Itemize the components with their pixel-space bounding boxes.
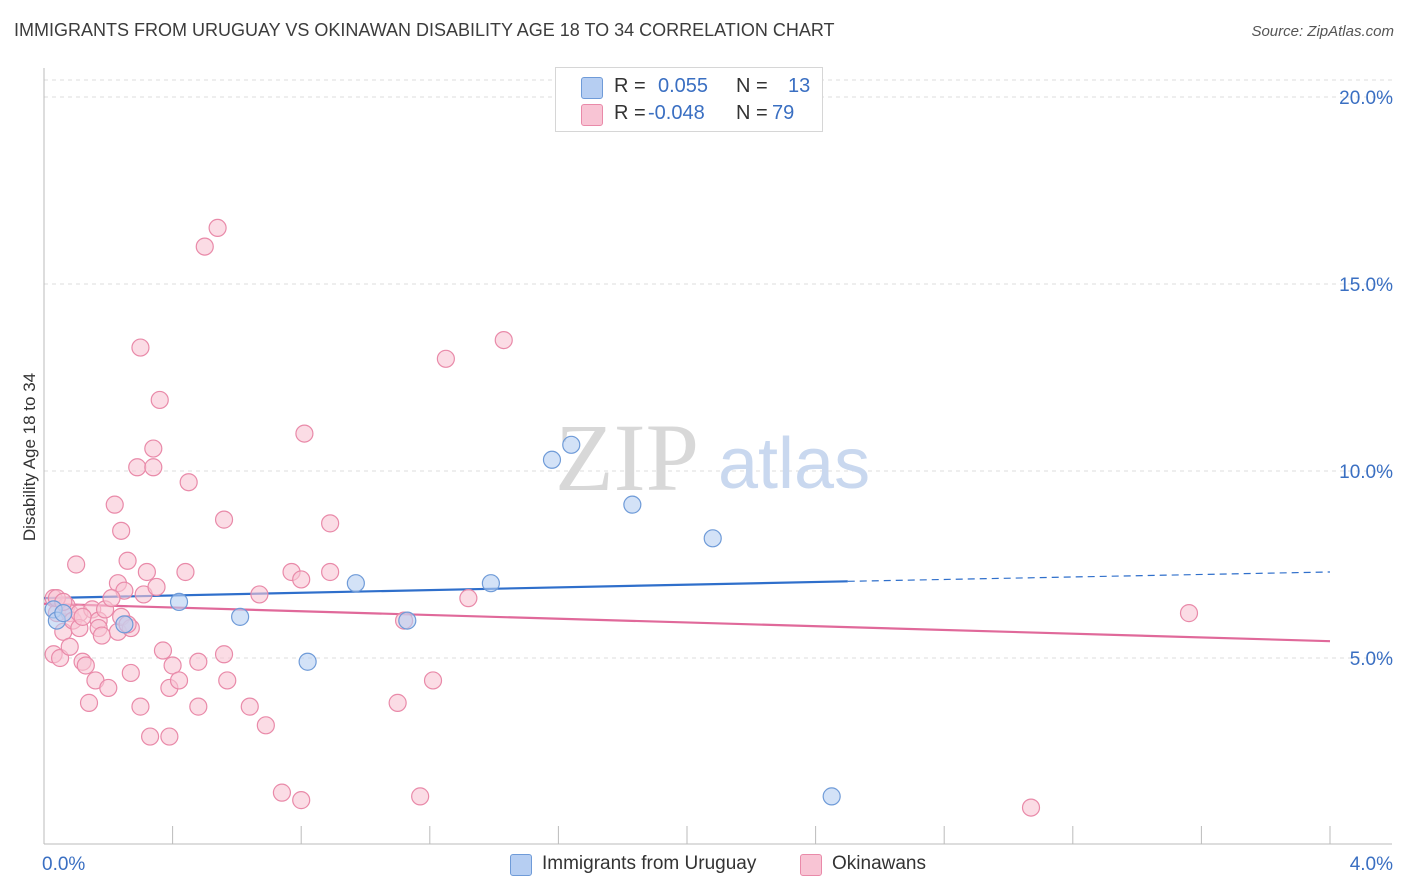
trend-lines	[43, 571, 1331, 643]
x-tick-label: 0.0%	[42, 854, 85, 875]
bottom-legend-label-uruguay: Immigrants from Uruguay	[542, 853, 757, 874]
okinawan-point	[295, 424, 314, 443]
okinawan-point	[388, 693, 407, 712]
bottom-legend-label-okinawans: Okinawans	[832, 853, 926, 874]
okinawan-trend-line	[43, 602, 1331, 643]
okinawan-point	[60, 637, 79, 656]
chart-title: IMMIGRANTS FROM URUGUAY VS OKINAWAN DISA…	[14, 20, 835, 40]
y-axis-label: Disability Age 18 to 34	[20, 373, 39, 541]
okinawan-point	[67, 555, 86, 574]
okinawan-point	[411, 787, 430, 806]
okinawan-point	[321, 562, 340, 582]
okinawan-point	[292, 570, 311, 589]
axes	[43, 68, 1392, 845]
okinawan-point	[176, 562, 195, 582]
okinawan-point	[1021, 798, 1041, 817]
okinawan-point	[150, 390, 169, 410]
legend-r-label: R =	[614, 75, 646, 97]
okinawan-point	[131, 697, 150, 716]
okinawan-point	[240, 697, 259, 716]
okinawan-point	[163, 656, 182, 675]
legend-swatch-okinawans	[581, 104, 603, 126]
okinawan-point	[214, 645, 234, 664]
okinawan-point	[436, 349, 455, 368]
watermark-atlas: atlas	[718, 424, 870, 504]
okinawan-point	[214, 510, 234, 529]
legend-n-label: N =	[736, 102, 768, 124]
okinawan-point	[73, 607, 92, 626]
y-tick-label: 5.0%	[1350, 649, 1393, 670]
correlation-legend: R = 0.055 N = 13 R = -0.048 N = 79	[555, 67, 823, 132]
okinawan-point	[137, 562, 156, 582]
uruguay-point	[231, 607, 250, 626]
okinawan-point	[494, 331, 513, 350]
legend-n-label: N =	[736, 75, 768, 97]
okinawan-point	[1179, 604, 1199, 623]
okinawan-point	[459, 589, 478, 608]
bottom-legend-swatch-okinawans	[800, 854, 822, 876]
uruguay-point	[542, 450, 562, 469]
okinawan-point	[144, 458, 163, 477]
legend-swatch-uruguay	[581, 77, 603, 99]
okinawan-point	[256, 716, 275, 735]
okinawan-point	[189, 652, 208, 671]
okinawan-point	[423, 671, 443, 690]
uruguay-point	[822, 787, 841, 806]
okinawan-point	[208, 218, 227, 237]
okinawan-point	[147, 577, 166, 597]
okinawan-point	[76, 656, 95, 675]
okinawan-point	[112, 521, 131, 540]
legend-n-value: 13	[788, 75, 811, 97]
okinawan-point	[153, 641, 173, 660]
uruguay-point	[346, 574, 365, 593]
uruguay-trend-extension	[847, 571, 1331, 582]
okinawan-point	[131, 338, 150, 357]
watermark-zip: ZIP	[555, 404, 699, 511]
okinawan-point	[92, 626, 111, 645]
okinawan-point	[272, 783, 292, 802]
okinawan-point	[195, 237, 214, 256]
okinawan-point	[160, 727, 179, 746]
y-tick-label: 10.0%	[1339, 462, 1393, 483]
okinawan-point	[250, 585, 269, 604]
tick-labels: 5.0% 10.0% 15.0% 20.0% 0.0% 4.0%	[42, 88, 1393, 875]
uruguay-point	[169, 592, 189, 612]
okinawan-point	[118, 551, 137, 570]
uruguay-point	[54, 604, 73, 623]
uruguay-point	[623, 495, 642, 514]
source-credit: Source: ZipAtlas.com	[1251, 23, 1394, 40]
uruguay-point	[703, 529, 722, 548]
okinawan-point	[102, 589, 121, 608]
y-tick-label: 20.0%	[1339, 88, 1393, 109]
legend-r-value: -0.048	[648, 102, 705, 124]
uruguay-point	[115, 615, 134, 634]
okinawan-point	[179, 473, 198, 492]
y-tick-label: 15.0%	[1339, 275, 1393, 296]
okinawan-point	[189, 697, 208, 716]
uruguay-point	[562, 435, 581, 454]
okinawan-point	[99, 678, 118, 698]
bottom-legend-swatch-uruguay	[510, 854, 532, 876]
data-points	[44, 218, 1199, 817]
okinawan-point	[140, 727, 160, 746]
okinawan-point	[121, 663, 140, 683]
uruguay-point	[298, 652, 317, 671]
okinawan-point	[292, 791, 311, 810]
okinawan-point	[144, 439, 163, 458]
okinawan-point	[79, 693, 99, 712]
legend-r-value: 0.055	[658, 75, 709, 97]
uruguay-point	[398, 611, 417, 630]
legend-n-value: 79	[772, 102, 795, 124]
uruguay-point	[481, 574, 500, 593]
grid-lines	[44, 79, 1392, 659]
okinawan-point	[128, 458, 147, 477]
legend-r-label: R =	[614, 102, 646, 124]
x-tick-label: 4.0%	[1350, 854, 1393, 875]
okinawan-point	[218, 671, 237, 690]
okinawan-point	[169, 671, 189, 690]
watermark: ZIP atlas	[555, 404, 870, 511]
okinawan-point	[105, 495, 124, 514]
okinawan-point	[321, 514, 340, 533]
